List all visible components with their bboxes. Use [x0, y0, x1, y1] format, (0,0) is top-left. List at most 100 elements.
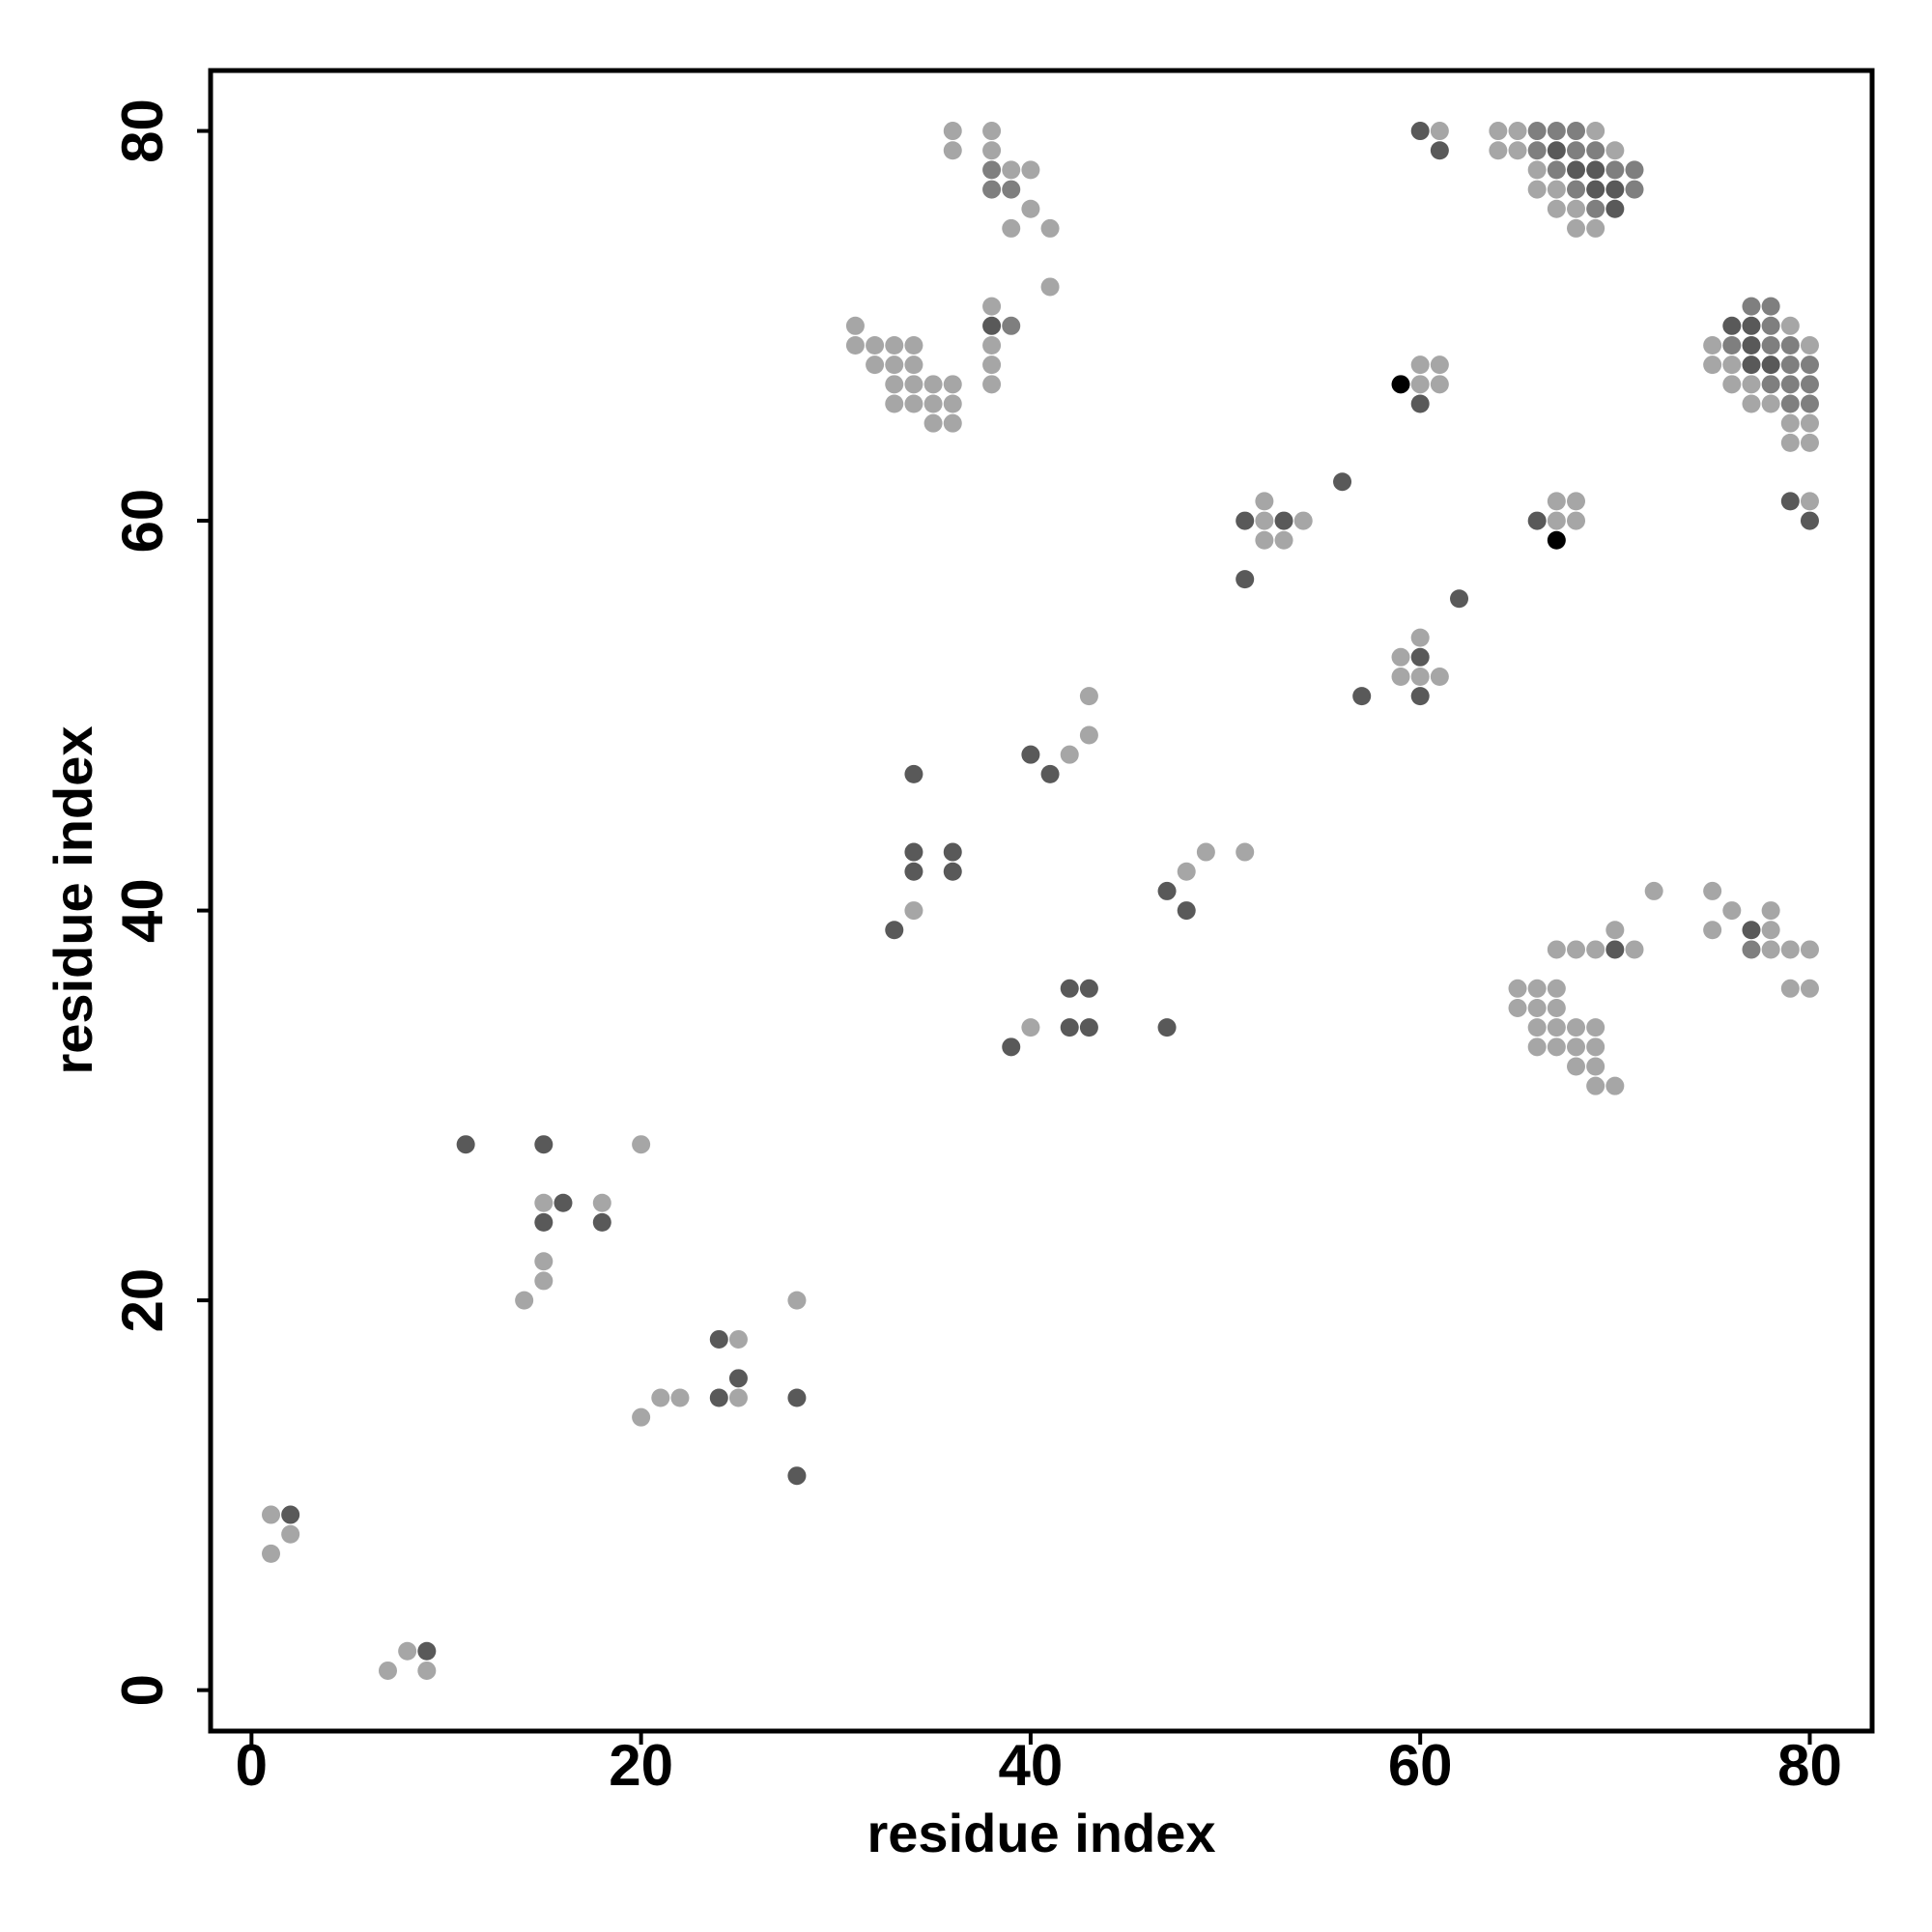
point: [1040, 764, 1060, 783]
point: [1742, 940, 1761, 959]
point: [1567, 1057, 1586, 1076]
point: [1586, 141, 1605, 160]
point: [515, 1291, 534, 1310]
point: [1586, 1076, 1605, 1095]
point: [417, 1641, 437, 1661]
point: [982, 335, 1002, 355]
point: [943, 413, 962, 433]
point: [1410, 394, 1430, 413]
point: [1742, 921, 1761, 940]
point: [1410, 687, 1430, 706]
point: [1547, 979, 1566, 998]
point: [982, 375, 1002, 394]
point: [1547, 141, 1566, 160]
point: [1761, 901, 1780, 921]
point: [1079, 725, 1098, 745]
point: [1586, 180, 1605, 199]
point: [1547, 199, 1566, 218]
point: [534, 1271, 554, 1291]
point: [1352, 687, 1372, 706]
point: [1742, 394, 1761, 413]
point: [1527, 1037, 1547, 1057]
point: [1780, 940, 1800, 959]
point: [982, 160, 1002, 180]
point: [1527, 180, 1547, 199]
point: [1489, 141, 1508, 160]
point: [1021, 199, 1040, 218]
point: [1567, 199, 1586, 218]
point: [1430, 122, 1449, 141]
point: [1527, 141, 1547, 160]
point: [262, 1544, 281, 1563]
point: [1703, 355, 1722, 375]
x-tick-label: 20: [609, 1733, 673, 1798]
point: [1021, 160, 1040, 180]
point: [1800, 492, 1819, 511]
point: [1800, 335, 1819, 355]
point: [1527, 160, 1547, 180]
point: [1274, 530, 1293, 550]
point: [1780, 355, 1800, 375]
point: [1236, 511, 1255, 530]
point: [1508, 141, 1527, 160]
point: [262, 1505, 281, 1524]
point: [885, 335, 904, 355]
point: [904, 764, 923, 783]
point: [1780, 433, 1800, 452]
point: [1021, 1018, 1040, 1037]
point: [1527, 998, 1547, 1017]
y-tick-label: 20: [110, 1268, 175, 1333]
point: [1586, 1057, 1605, 1076]
point: [943, 375, 962, 394]
point: [1567, 1018, 1586, 1037]
point: [1761, 297, 1780, 316]
point: [1547, 122, 1566, 141]
point: [1547, 530, 1566, 550]
point: [1703, 335, 1722, 355]
point: [1742, 316, 1761, 335]
point: [1761, 316, 1780, 335]
point: [1002, 1037, 1021, 1057]
point: [1527, 122, 1547, 141]
point: [943, 862, 962, 881]
point: [378, 1661, 397, 1680]
point: [709, 1329, 728, 1349]
point: [1547, 998, 1566, 1017]
point: [1761, 375, 1780, 394]
point: [1586, 122, 1605, 141]
point: [1157, 1018, 1177, 1037]
point: [1060, 1018, 1079, 1037]
point: [1293, 511, 1313, 530]
point: [1722, 375, 1742, 394]
point: [1703, 921, 1722, 940]
point: [1780, 335, 1800, 355]
x-tick-label: 40: [999, 1733, 1064, 1798]
point: [1800, 511, 1819, 530]
point: [904, 335, 923, 355]
point: [904, 842, 923, 862]
point: [1410, 647, 1430, 667]
point: [1567, 141, 1586, 160]
point: [1196, 842, 1215, 862]
point: [554, 1193, 573, 1212]
point: [1742, 297, 1761, 316]
point: [281, 1505, 300, 1524]
point: [866, 335, 885, 355]
point: [1625, 160, 1644, 180]
point: [456, 1135, 475, 1154]
point: [1761, 394, 1780, 413]
point: [417, 1661, 437, 1680]
plot-frame: [208, 68, 1875, 1734]
point: [1722, 901, 1742, 921]
point: [904, 394, 923, 413]
point: [1002, 218, 1021, 238]
y-axis-title: residue index: [43, 725, 103, 1074]
point: [943, 842, 962, 862]
point: [1430, 141, 1449, 160]
point: [866, 355, 885, 375]
point: [534, 1135, 554, 1154]
point: [1605, 199, 1625, 218]
point: [651, 1388, 670, 1407]
point: [1780, 413, 1800, 433]
